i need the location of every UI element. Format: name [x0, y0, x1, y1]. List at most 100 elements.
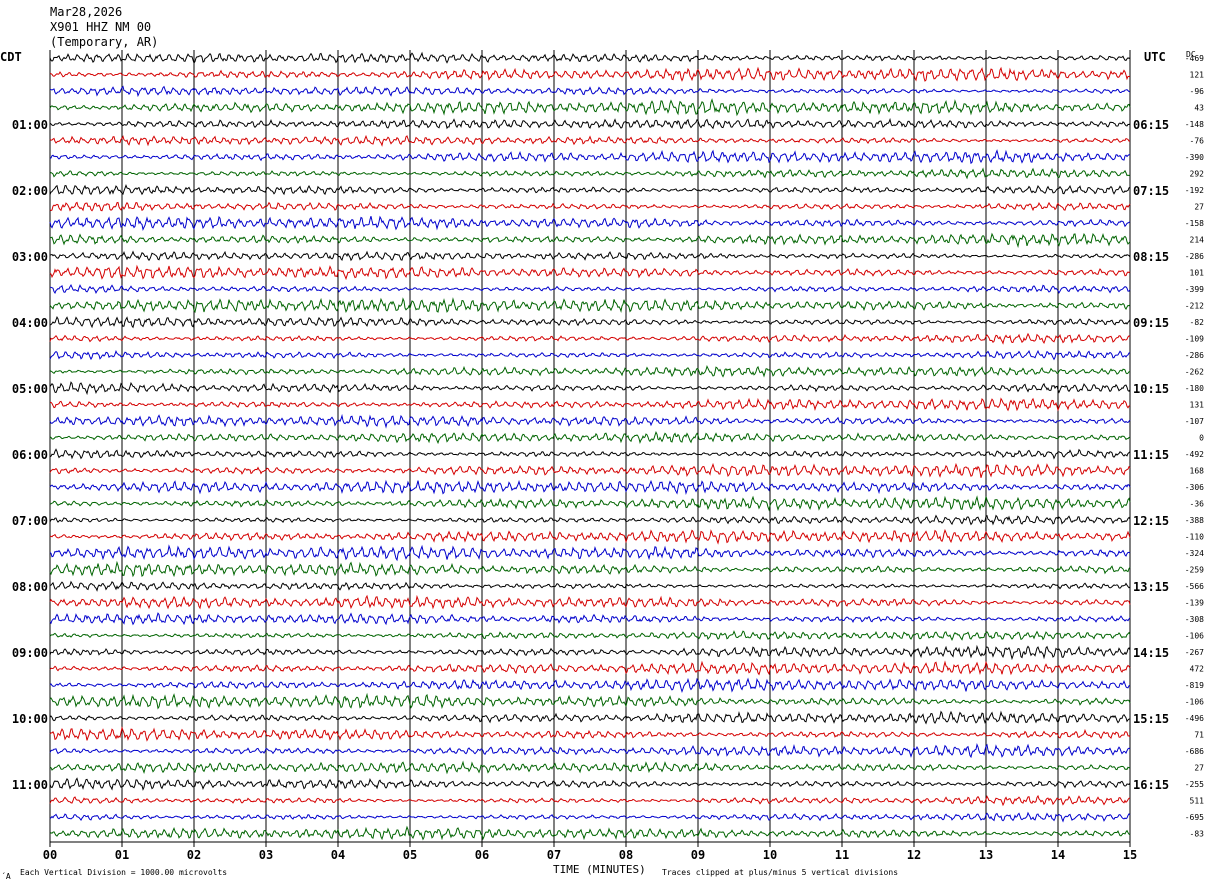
dc-offset-label: -695 [1185, 813, 1204, 822]
trace-line-8 [49, 183, 1131, 196]
left-hour-label: 05:00 [12, 382, 48, 396]
dc-offset-label: 27 [1194, 203, 1204, 212]
left-hour-label: 11:00 [12, 778, 48, 792]
trace-line-16 [49, 315, 1131, 329]
dc-offset-label: -267 [1185, 648, 1204, 657]
trace-line-5 [49, 134, 1131, 147]
trace-line-32 [49, 580, 1131, 592]
left-hour-label: 04:00 [12, 316, 48, 330]
dc-offset-label: -158 [1185, 219, 1204, 228]
right-hour-label: 06:15 [1133, 118, 1169, 132]
dc-offset-label: -148 [1185, 120, 1204, 129]
trace-line-39 [49, 692, 1131, 710]
trace-line-38 [49, 677, 1131, 694]
left-hour-label: 10:00 [12, 712, 48, 726]
right-axis-title: UTC [1144, 50, 1166, 64]
trace-line-31 [49, 560, 1131, 578]
dc-offset-label: -390 [1185, 153, 1204, 162]
trace-line-13 [49, 264, 1131, 281]
left-hour-label: 09:00 [12, 646, 48, 660]
trace-line-41 [49, 726, 1131, 742]
trace-line-35 [49, 630, 1131, 641]
x-tick-label: 15 [1123, 848, 1137, 862]
dc-offset-label: 472 [1190, 665, 1205, 674]
dc-offset-label: 121 [1190, 71, 1205, 80]
right-hour-label: 12:15 [1133, 514, 1169, 528]
dc-offset-label: -259 [1185, 566, 1204, 575]
left-hour-label: 03:00 [12, 250, 48, 264]
x-axis-label: TIME (MINUTES) [553, 863, 646, 876]
dc-offset-label: -308 [1185, 615, 1204, 624]
header-date: Mar28,2026 [50, 5, 123, 19]
x-tick-label: 14 [1051, 848, 1065, 862]
x-tick-label: 01 [115, 848, 129, 862]
dc-offset-label: -96 [1190, 87, 1205, 96]
trace-line-7 [49, 167, 1131, 180]
trace-line-42 [49, 743, 1131, 759]
right-hour-label: 09:15 [1133, 316, 1169, 330]
x-tick-label: 05 [403, 848, 417, 862]
x-tick-label: 09 [691, 848, 705, 862]
trace-line-23 [49, 430, 1131, 445]
trace-line-30 [49, 544, 1131, 562]
trace-line-21 [49, 397, 1131, 412]
trace-line-12 [49, 250, 1131, 262]
x-tick-label: 02 [187, 848, 201, 862]
dc-offset-label: 43 [1194, 104, 1204, 113]
dc-offset-label: -106 [1185, 632, 1204, 641]
dc-offset-label: -286 [1185, 252, 1204, 261]
trace-line-2 [49, 85, 1131, 98]
left-hour-label: 08:00 [12, 580, 48, 594]
left-hour-label: 06:00 [12, 448, 48, 462]
header-station: X901 HHZ NM 00 [50, 20, 152, 34]
x-tick-label: 10 [763, 848, 777, 862]
trace-line-45 [49, 794, 1131, 807]
trace-line-6 [49, 149, 1131, 165]
right-hour-label: 16:15 [1133, 778, 1169, 792]
trace-line-10 [49, 215, 1131, 232]
dc-offset-label: -192 [1185, 186, 1204, 195]
header-network: (Temporary, AR) [50, 35, 159, 49]
trace-line-19 [49, 364, 1131, 378]
dc-offset-label: -469 [1185, 54, 1204, 63]
dc-offset-label: 214 [1190, 236, 1205, 245]
right-hour-label: 08:15 [1133, 250, 1169, 264]
dc-offset-label: -139 [1185, 599, 1204, 608]
left-hour-label: 07:00 [12, 514, 48, 528]
dc-offset-label: -819 [1185, 681, 1204, 690]
trace-line-25 [49, 462, 1131, 478]
trace-line-20 [49, 381, 1131, 396]
dc-offset-label: 71 [1194, 731, 1204, 740]
trace-line-4 [49, 117, 1131, 130]
dc-offset-label: -180 [1185, 384, 1204, 393]
trace-line-17 [49, 332, 1131, 345]
right-hour-label: 14:15 [1133, 646, 1169, 660]
right-hour-label: 07:15 [1133, 184, 1169, 198]
left-axis-title: CDT [0, 50, 22, 64]
dc-offset-label: 168 [1190, 467, 1205, 476]
left-hour-label: 02:00 [12, 184, 48, 198]
dc-title: DC [1186, 50, 1196, 59]
trace-line-3 [49, 98, 1131, 117]
right-hour-label: 13:15 [1133, 580, 1169, 594]
dc-offset-label: -306 [1185, 483, 1204, 492]
right-hour-label: 11:15 [1133, 448, 1169, 462]
trace-line-37 [49, 660, 1131, 676]
dc-offset-label: -255 [1185, 780, 1204, 789]
dc-offset-label: -324 [1185, 549, 1204, 558]
corner-mark: ´A [1, 872, 11, 881]
x-tick-label: 07 [547, 848, 561, 862]
x-tick-label: 12 [907, 848, 921, 862]
scale-note: Each Vertical Division = 1000.00 microvo… [20, 868, 228, 877]
dc-offset-label: -83 [1190, 830, 1205, 839]
dc-offset-label: -106 [1185, 698, 1204, 707]
trace-line-24 [49, 448, 1131, 460]
dc-offset-label: -110 [1185, 533, 1204, 542]
dc-offset-label: -109 [1185, 335, 1204, 344]
x-tick-label: 08 [619, 848, 633, 862]
trace-line-40 [49, 710, 1131, 725]
dc-offset-label: -107 [1185, 417, 1204, 426]
x-tick-label: 11 [835, 848, 849, 862]
trace-line-22 [49, 413, 1131, 429]
trace-line-36 [49, 644, 1131, 661]
